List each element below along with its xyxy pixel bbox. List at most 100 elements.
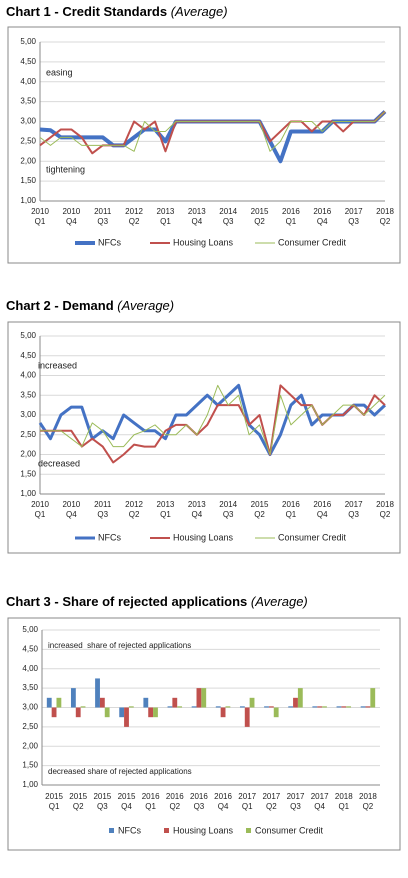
x-tick-label: 2017 Q3 bbox=[344, 500, 363, 519]
x-tick-label: 2016 Q2 bbox=[165, 792, 184, 811]
bar bbox=[80, 706, 86, 708]
y-tick-label: 4,50 bbox=[22, 644, 38, 653]
y-tick-label: 3,00 bbox=[20, 410, 36, 419]
x-tick-label: 2017 Q2 bbox=[262, 792, 281, 811]
annotation: decreased bbox=[38, 458, 80, 468]
bar bbox=[225, 706, 231, 708]
legend-label: Consumer Credit bbox=[255, 825, 324, 835]
y-tick-label: 2,00 bbox=[20, 450, 36, 459]
bar bbox=[293, 697, 298, 708]
bar bbox=[124, 707, 129, 727]
x-tick-label: 2017 Q4 bbox=[310, 792, 329, 811]
bar bbox=[244, 707, 250, 727]
x-tick-label: 2017 Q3 bbox=[286, 792, 305, 811]
bar bbox=[148, 707, 154, 718]
bar bbox=[322, 706, 327, 708]
x-tick-label: 2016 Q3 bbox=[190, 792, 208, 811]
y-tick-label: 2,50 bbox=[20, 430, 36, 439]
chart-title: Chart 2 - Demand (Average) bbox=[6, 298, 174, 313]
x-tick-label: 2014 Q3 bbox=[219, 207, 238, 226]
annotation: decreased share of rejected applications bbox=[48, 767, 192, 776]
series-line bbox=[39, 111, 386, 152]
x-tick-label: 2010 Q1 bbox=[31, 207, 49, 226]
y-tick-label: 1,00 bbox=[20, 196, 36, 205]
series-line bbox=[40, 384, 386, 455]
annotation: tightening bbox=[46, 164, 85, 174]
x-tick-label: 2011 Q3 bbox=[94, 500, 112, 519]
bar bbox=[46, 697, 52, 708]
chart-frame bbox=[7, 321, 401, 554]
y-tick-label: 1,00 bbox=[20, 489, 36, 498]
chart-frame bbox=[7, 617, 401, 851]
x-tick-label: 2013 Q1 bbox=[156, 500, 175, 519]
x-tick-label: 2018 Q2 bbox=[376, 500, 394, 519]
bar bbox=[264, 706, 269, 708]
bar bbox=[153, 707, 158, 718]
x-tick-label: 2016 Q4 bbox=[313, 500, 332, 519]
bar bbox=[220, 707, 226, 718]
subtitle-text: (Average) bbox=[250, 594, 308, 609]
legend-label: Housing Loans bbox=[173, 825, 234, 835]
chart-title: Chart 3 - Share of rejected applications… bbox=[6, 594, 308, 609]
x-tick-label: 2018 Q2 bbox=[359, 792, 377, 811]
bar bbox=[297, 688, 303, 708]
x-tick-label: 2016 Q4 bbox=[313, 207, 332, 226]
y-tick-label: 3,50 bbox=[20, 97, 36, 106]
bar bbox=[104, 707, 110, 718]
annotation: increased bbox=[38, 360, 77, 370]
x-tick-label: 2018 Q2 bbox=[376, 207, 394, 226]
x-tick-label: 2011 Q3 bbox=[94, 207, 112, 226]
y-tick-label: 2,50 bbox=[22, 722, 38, 731]
bar bbox=[191, 706, 197, 708]
x-tick-label: 2013 Q1 bbox=[156, 207, 175, 226]
y-tick-label: 3,50 bbox=[22, 683, 38, 692]
annotation: easing bbox=[46, 67, 73, 77]
x-tick-label: 2016 Q1 bbox=[282, 207, 300, 226]
x-tick-label: 2010 Q4 bbox=[62, 207, 81, 226]
y-tick-label: 1,00 bbox=[22, 780, 38, 789]
legend-swatch bbox=[246, 828, 251, 833]
bar bbox=[177, 706, 183, 708]
legend-label: NFCs bbox=[98, 237, 121, 247]
x-tick-label: 2010 Q1 bbox=[31, 500, 49, 519]
bar bbox=[215, 706, 221, 708]
x-tick-label: 2015 Q3 bbox=[93, 792, 112, 811]
x-tick-label: 2017 Q1 bbox=[238, 792, 257, 811]
bar bbox=[99, 697, 105, 708]
x-tick-label: 2018 Q1 bbox=[334, 792, 353, 811]
bar bbox=[56, 697, 62, 708]
bar bbox=[341, 706, 347, 708]
bar bbox=[365, 706, 371, 708]
bar bbox=[201, 688, 207, 708]
title-text: Chart 2 - Demand bbox=[6, 298, 114, 313]
y-tick-label: 4,00 bbox=[22, 664, 38, 673]
y-tick-label: 4,00 bbox=[20, 77, 36, 86]
x-tick-label: 2015 Q4 bbox=[117, 792, 136, 811]
bar bbox=[239, 706, 245, 708]
bar bbox=[312, 706, 318, 708]
legend-label: Consumer Credit bbox=[278, 532, 347, 542]
chart-frame bbox=[7, 26, 401, 264]
bar bbox=[288, 706, 294, 708]
bar bbox=[75, 707, 81, 718]
chart-title: Chart 1 - Credit Standards (Average) bbox=[6, 4, 228, 19]
legend-label: Housing Loans bbox=[173, 532, 234, 542]
y-tick-label: 3,50 bbox=[20, 390, 36, 399]
x-tick-label: 2012 Q2 bbox=[125, 500, 143, 519]
y-tick-label: 2,50 bbox=[20, 136, 36, 145]
title-text: Chart 3 - Share of rejected applications bbox=[6, 594, 248, 609]
bar bbox=[370, 688, 376, 708]
bar bbox=[360, 706, 366, 708]
legend-swatch bbox=[164, 828, 169, 833]
y-tick-label: 5,00 bbox=[22, 625, 38, 634]
bar bbox=[70, 688, 76, 708]
bar bbox=[249, 697, 255, 708]
x-tick-label: 2012 Q2 bbox=[125, 207, 143, 226]
x-tick-label: 2013 Q4 bbox=[187, 207, 206, 226]
y-tick-label: 5,00 bbox=[20, 37, 36, 46]
bar bbox=[119, 707, 125, 718]
bar bbox=[143, 697, 149, 708]
x-tick-label: 2013 Q4 bbox=[187, 500, 206, 519]
